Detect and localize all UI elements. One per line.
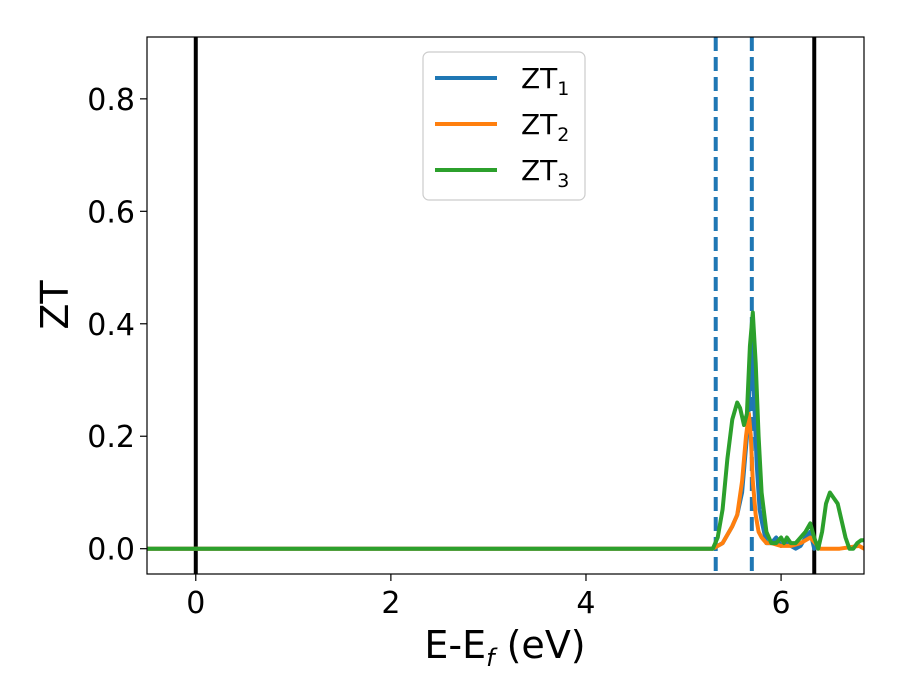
y-tick-label: 0.2 xyxy=(87,420,135,455)
legend-label-1: ZT1 xyxy=(521,62,569,100)
legend-label-3: ZT3 xyxy=(521,154,569,192)
axes-frame xyxy=(146,36,865,575)
y-tick-label: 0.4 xyxy=(87,308,135,343)
plot-area xyxy=(147,37,864,574)
x-tick-label: 4 xyxy=(576,586,595,621)
axes-border xyxy=(146,36,865,575)
y-tick-label: 0.8 xyxy=(87,83,135,118)
ticks: 0 2 4 6 0.0 0.2 0.4 0.6 0.8 xyxy=(87,83,790,621)
y-tick-label: 0.6 xyxy=(87,195,135,230)
legend-label-2: ZT2 xyxy=(521,108,569,146)
x-tick-label: 0 xyxy=(186,586,205,621)
legend: ZT1 ZT2 ZT3 xyxy=(422,51,586,201)
x-axis-label-unit: (eV) xyxy=(495,623,586,667)
y-tick-label: 0.0 xyxy=(87,533,135,568)
series-line-3 xyxy=(147,310,864,551)
legend-box xyxy=(422,51,586,201)
x-axis-label: E-Ef (eV) xyxy=(424,623,585,672)
x-tick-label: 2 xyxy=(381,586,400,621)
x-axis-label-main: E-E xyxy=(424,623,486,667)
y-axis-label: ZT xyxy=(33,280,77,330)
x-tick-label: 6 xyxy=(772,586,791,621)
